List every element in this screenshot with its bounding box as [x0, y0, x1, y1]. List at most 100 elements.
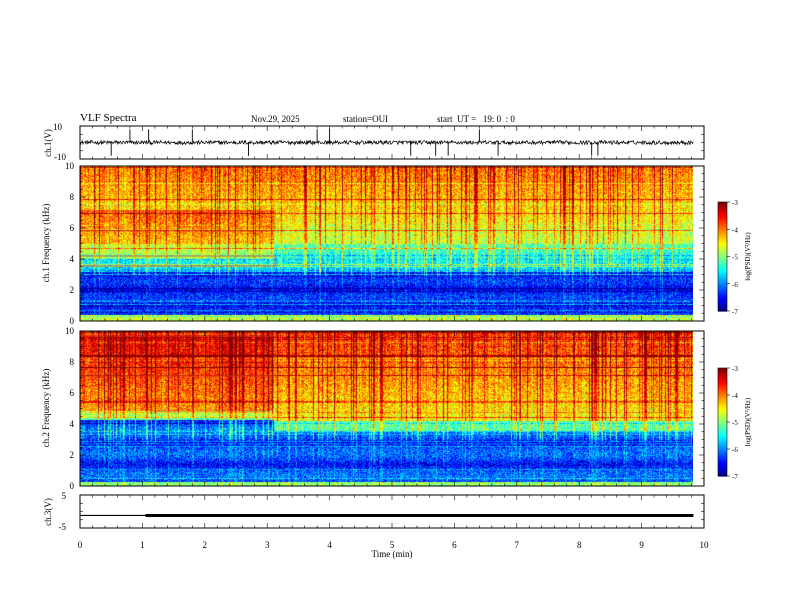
colorbar-cell: [718, 463, 727, 466]
colorbar-cell: [718, 413, 727, 416]
colorbar-cell: [718, 382, 727, 385]
colorbar-label: log(PSD)(V²/Hz): [744, 397, 752, 446]
colorbar-cell: [718, 265, 727, 268]
time-tick-label: 1: [140, 540, 145, 550]
colorbar-cell: [718, 470, 727, 473]
freq-tick-label: 10: [65, 161, 75, 171]
time-tick-label: 7: [515, 540, 520, 550]
freq-tick-label: 10: [65, 326, 75, 336]
colorbar-cell: [718, 384, 727, 387]
colorbar-cell: [718, 280, 727, 283]
ch1-freq-ylabel: ch.1 Frequency (kHz): [41, 204, 51, 283]
colorbar-cell: [718, 240, 727, 243]
colorbar-cell: [718, 289, 727, 292]
colorbar-tick-label: -3: [732, 365, 738, 373]
time-tick-label: 8: [577, 540, 582, 550]
colorbar-cell: [718, 438, 727, 441]
colorbar-cell: [718, 274, 727, 278]
colorbar-cell: [718, 229, 727, 232]
colorbar-cell: [718, 436, 727, 439]
freq-tick-label: 4: [70, 419, 75, 429]
colorbar-cell: [718, 287, 727, 290]
colorbar-cell: [718, 377, 727, 380]
colorbar-cell: [718, 300, 727, 303]
time-tick-label: 5: [390, 540, 395, 550]
time-tick-label: 0: [78, 540, 83, 550]
colorbar-cell: [718, 409, 727, 412]
ch1-spectrogram-image: [80, 166, 693, 321]
colorbar-cell: [718, 303, 727, 307]
colorbar-cell: [718, 441, 727, 445]
colorbar-cell: [718, 236, 727, 239]
colorbar-cell: [718, 231, 727, 234]
colorbar-cell: [718, 292, 727, 296]
colorbar-cell: [718, 298, 727, 301]
freq-tick-label: 6: [70, 388, 75, 398]
time-tick-label: 2: [203, 540, 208, 550]
colorbar-cell: [718, 307, 727, 310]
freq-tick-label: 0: [70, 316, 75, 326]
colorbar-cell: [718, 465, 727, 468]
colorbar-cell: [718, 309, 727, 312]
colorbar-tick-label: -6: [732, 281, 738, 289]
colorbar-cell: [718, 386, 727, 389]
colorbar-cell: [718, 214, 727, 218]
colorbar-cell: [718, 227, 727, 230]
freq-tick-label: 8: [70, 192, 75, 202]
colorbar-cell: [718, 252, 727, 256]
colorbar-cell: [718, 212, 727, 216]
colorbar-cell: [718, 232, 727, 236]
colorbar-cell: [718, 404, 727, 407]
colorbar-label: log(PSD)(V²/Hz): [744, 232, 752, 281]
colorbar-cell: [718, 207, 727, 210]
colorbar-cell: [718, 373, 727, 376]
colorbar-cell: [718, 456, 727, 459]
colorbar-cell: [718, 234, 727, 238]
colorbar-cell: [718, 371, 727, 374]
colorbar-cell: [718, 203, 727, 207]
colorbar-cell: [718, 291, 727, 294]
colorbar-tick-label: -5: [732, 254, 738, 262]
colorbar-cell: [718, 301, 727, 305]
colorbar-cell: [718, 218, 727, 221]
colorbar-cell: [718, 389, 727, 392]
ch3-level-panel: 5 -5 ch.3(V): [43, 491, 705, 532]
colorbar-cell: [718, 416, 727, 419]
colorbar-tick-label: -3: [732, 199, 738, 207]
colorbar-cell: [718, 407, 727, 410]
colorbar-cell: [718, 261, 727, 265]
colorbar-cell: [718, 422, 727, 425]
colorbar-cell: [718, 368, 727, 371]
ch1-ytick-bottom: -10: [54, 152, 66, 162]
colorbar-cell: [718, 243, 727, 247]
colorbar-cell: [718, 393, 727, 396]
freq-tick-label: 4: [70, 254, 75, 264]
colorbar-cell: [718, 402, 727, 405]
colorbar-cell: [718, 260, 727, 263]
colorbar-cell: [718, 251, 727, 254]
ch1-freq-ticks: 0 2 4 6 8 10: [65, 161, 704, 326]
colorbar-cell: [718, 400, 727, 403]
colorbar-cell: [718, 425, 727, 428]
colorbar-cell: [718, 369, 727, 373]
colorbar-cell: [718, 254, 727, 258]
ch3-level-ylabel: ch.3(V): [43, 498, 53, 526]
date-label: Nov.29, 2025: [251, 114, 300, 124]
colorbar-cell: [718, 427, 727, 430]
colorbar-cell: [718, 375, 727, 378]
colorbar-cell: [718, 247, 727, 250]
colorbar-cell: [718, 258, 727, 261]
colorbar-cell: [718, 468, 727, 472]
colorbar-cell: [718, 450, 727, 454]
time-tick-label: 9: [639, 540, 644, 550]
colorbar-cell: [718, 420, 727, 423]
colorbar-cell: [718, 395, 727, 398]
colorbar-cell: [718, 249, 727, 252]
colorbar-cell: [718, 445, 727, 448]
colorbar-cell: [718, 461, 727, 464]
colorbar-cell: [718, 272, 727, 276]
colorbar-tick-label: -7: [732, 473, 738, 481]
colorbar-cell: [718, 238, 727, 241]
ch2-colorbar: -3 -4 -5 -6 -7 log(PSD)(V²/Hz): [717, 365, 752, 481]
